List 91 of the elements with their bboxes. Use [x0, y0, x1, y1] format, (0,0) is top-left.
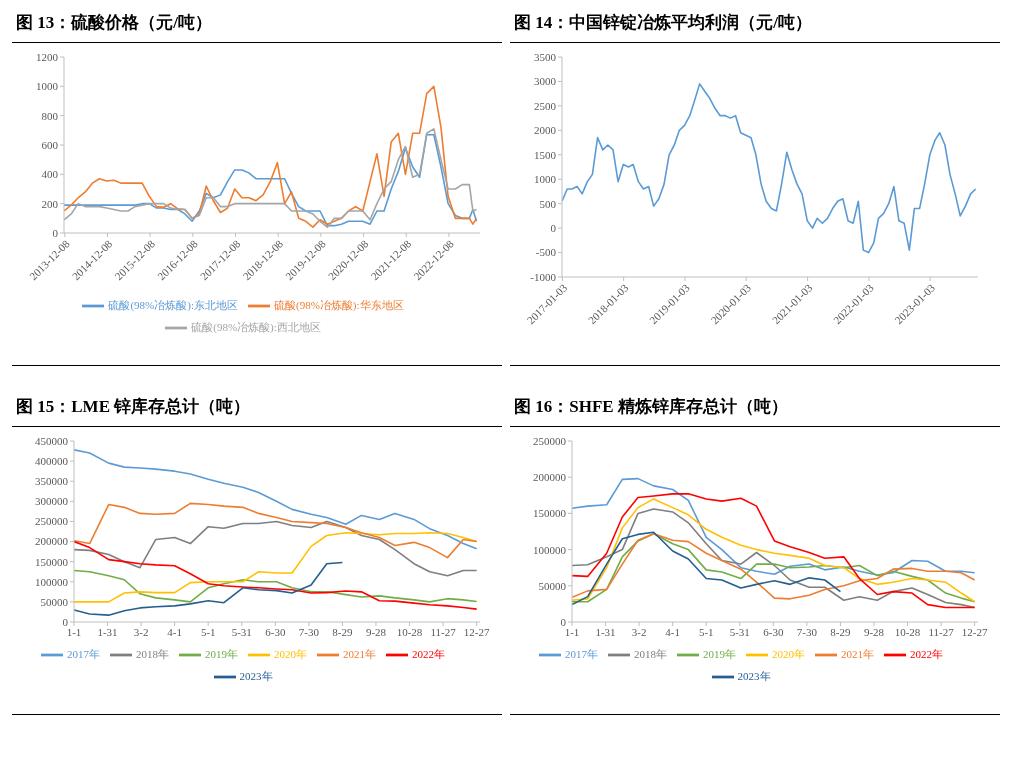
- y-tick-label: 400: [41, 168, 59, 181]
- chart-title: 图 15：LME 锌库存总计（吨）: [12, 392, 502, 427]
- y-tick-label: 1200: [36, 50, 59, 63]
- y-tick-label: 400000: [35, 455, 69, 468]
- y-tick-label: 500: [539, 197, 557, 210]
- legend-label: 2021年: [841, 647, 874, 660]
- x-tick-label: 6-30: [265, 625, 286, 638]
- x-tick-label: 5-31: [231, 625, 252, 638]
- line-series: [74, 561, 344, 616]
- x-tick-label: 8-29: [332, 625, 354, 638]
- legend-label: 2020年: [274, 647, 307, 660]
- y-tick-label: 600: [41, 138, 59, 151]
- legend-label: 2017年: [565, 647, 598, 660]
- x-tick-label: 5-1: [200, 625, 216, 638]
- y-tick-label: 1000: [534, 173, 557, 186]
- x-tick-label: 1-31: [595, 625, 616, 638]
- legend-label: 2018年: [634, 647, 667, 660]
- legend-label: 硫酸(98%冶炼酸):东北地区: [108, 298, 238, 311]
- x-tick-label: 8-29: [830, 625, 852, 638]
- chart-title: 图 14：中国锌锭冶炼平均利润（元/吨）: [510, 8, 1000, 43]
- line-series: [562, 83, 977, 254]
- y-tick-label: 2000: [534, 124, 557, 137]
- x-tick-label: 5-31: [729, 625, 750, 638]
- legend-label: 2022年: [910, 647, 943, 660]
- legend-label: 2017年: [67, 647, 100, 660]
- legend-label: 2019年: [205, 647, 238, 660]
- x-tick-label: 6-30: [763, 625, 784, 638]
- y-tick-label: 50000: [40, 595, 69, 608]
- x-tick-label: 4-1: [665, 625, 680, 638]
- line-series: [74, 520, 478, 577]
- y-tick-label: 1500: [534, 148, 557, 161]
- legend-label: 硫酸(98%冶炼酸):西北地区: [191, 320, 321, 333]
- x-tick-label: 7-30: [796, 625, 818, 638]
- line-series: [572, 531, 842, 606]
- y-tick-label: 350000: [35, 475, 69, 488]
- legend-label: 2018年: [136, 647, 169, 660]
- y-tick-label: 100000: [533, 543, 567, 556]
- y-tick-label: 0: [550, 222, 557, 235]
- x-tick-label: 10-28: [396, 625, 423, 638]
- y-tick-label: 0: [560, 615, 567, 628]
- line-series: [74, 569, 478, 603]
- line-series: [64, 85, 478, 228]
- x-tick-label: 11-27: [430, 625, 457, 638]
- line-series: [74, 540, 478, 610]
- y-tick-label: 200: [41, 197, 59, 210]
- legend-label: 2020年: [772, 647, 805, 660]
- y-tick-label: 250000: [533, 434, 567, 447]
- x-tick-label: 12-27: [961, 625, 988, 638]
- y-tick-label: 50000: [538, 579, 567, 592]
- line-series: [74, 531, 478, 603]
- line-series: [74, 449, 478, 550]
- y-tick-label: 450000: [35, 434, 69, 447]
- y-tick-label: 0: [62, 615, 69, 628]
- y-tick-label: 800: [41, 109, 59, 122]
- legend-label: 2019年: [703, 647, 736, 660]
- y-tick-label: 150000: [35, 555, 69, 568]
- legend-label: 2022年: [412, 647, 445, 660]
- x-tick-label: 5-1: [698, 625, 714, 638]
- x-tick-label: 4-1: [167, 625, 182, 638]
- x-tick-label: 3-2: [631, 625, 647, 638]
- line-series: [74, 502, 478, 559]
- y-tick-label: 150000: [533, 507, 567, 520]
- x-tick-label: 10-28: [894, 625, 921, 638]
- y-tick-label: 0: [52, 226, 59, 239]
- x-tick-label: 9-28: [863, 625, 885, 638]
- x-tick-label: 1-31: [97, 625, 118, 638]
- legend-label: 2021年: [343, 647, 376, 660]
- chart-title: 图 16：SHFE 精炼锌库存总计（吨）: [510, 392, 1000, 427]
- x-tick-label: 1-1: [66, 625, 82, 638]
- legend-label: 2023年: [239, 669, 273, 682]
- x-tick-label: 3-2: [133, 625, 149, 638]
- y-tick-label: 1000: [36, 80, 59, 93]
- legend-label: 硫酸(98%冶炼酸):华东地区: [274, 298, 404, 311]
- y-tick-label: -500: [535, 246, 557, 259]
- x-tick-label: 7-30: [298, 625, 320, 638]
- line-series: [572, 477, 976, 576]
- chart-title: 图 13：硫酸价格（元/吨）: [12, 8, 502, 43]
- y-tick-label: 250000: [35, 515, 69, 528]
- y-tick-label: -1000: [530, 270, 557, 283]
- x-tick-label: 11-27: [928, 625, 955, 638]
- x-tick-label: 1-1: [564, 625, 580, 638]
- y-tick-label: 3500: [534, 50, 557, 63]
- y-tick-label: 2500: [534, 99, 557, 112]
- y-tick-label: 200000: [35, 535, 69, 548]
- x-tick-label: 12-27: [463, 625, 490, 638]
- x-tick-label: 9-28: [365, 625, 387, 638]
- y-tick-label: 3000: [534, 75, 557, 88]
- legend-label: 2023年: [737, 669, 771, 682]
- y-tick-label: 300000: [35, 495, 69, 508]
- y-tick-label: 100000: [35, 575, 69, 588]
- y-tick-label: 200000: [533, 471, 567, 484]
